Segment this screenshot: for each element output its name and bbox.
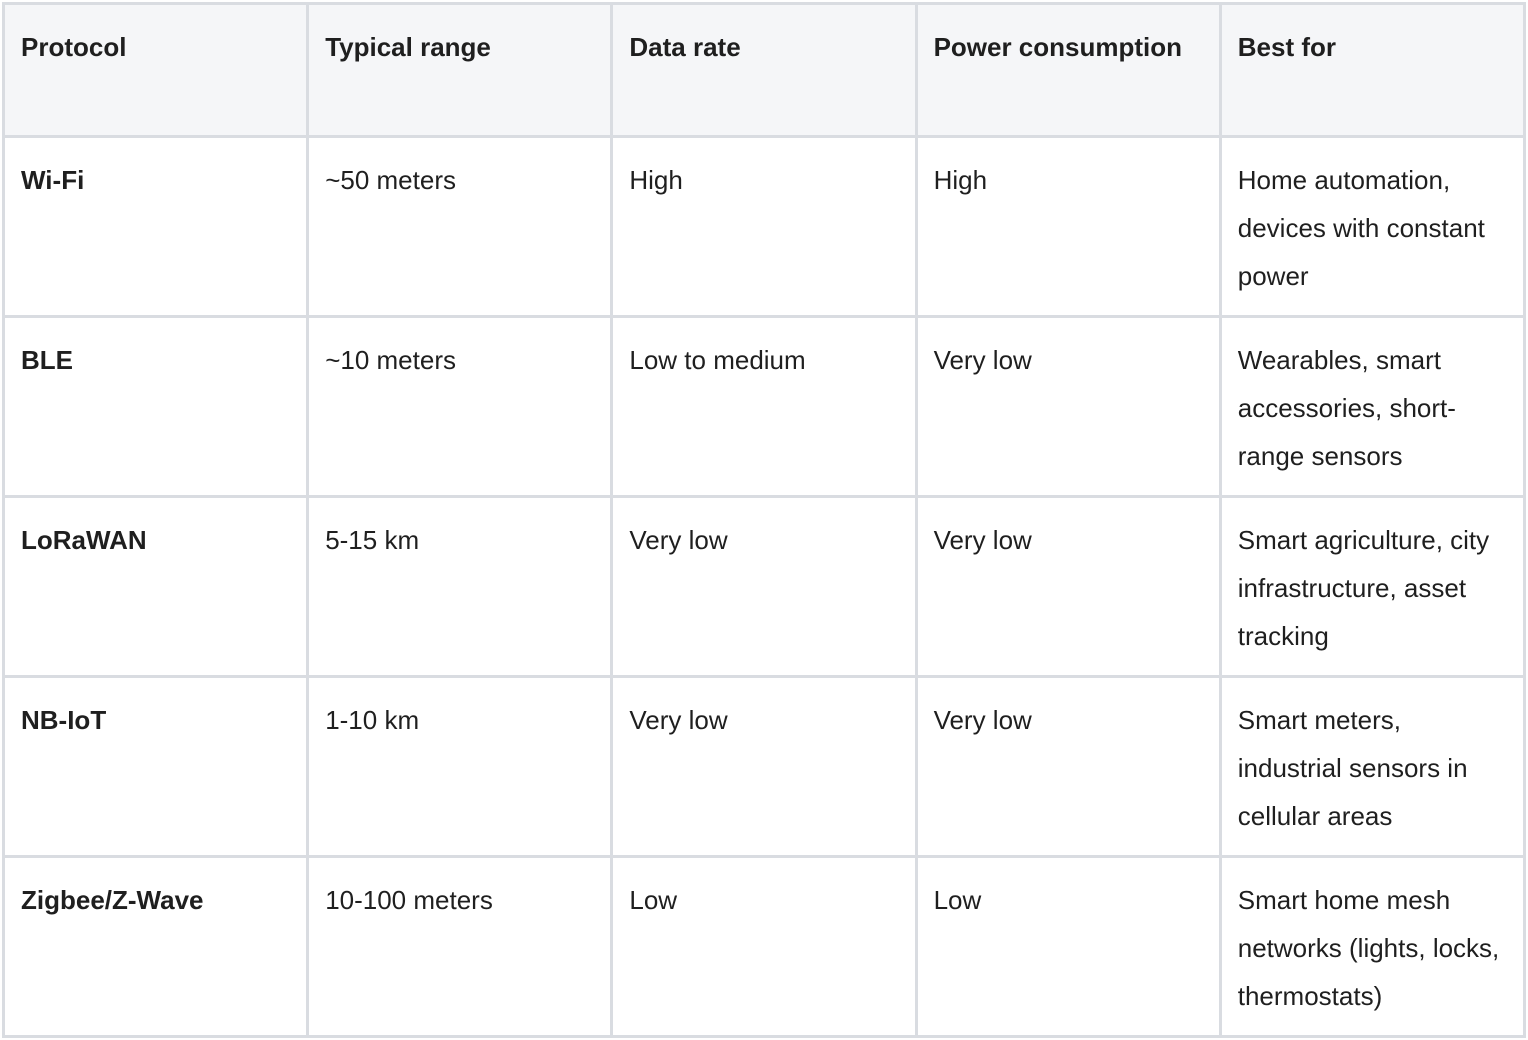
table-cell: 5-15 km (306, 495, 614, 678)
protocol-cell: Zigbee/Z-Wave (1, 855, 310, 1038)
table-cell: Very low (914, 495, 1222, 678)
table-cell: 10-100 meters (306, 855, 614, 1038)
header-cell: Typical range (306, 2, 614, 138)
table-cell: Smart agriculture, city infrastructure, … (1218, 495, 1527, 678)
table-cell: Home automation, devices with constant p… (1218, 135, 1527, 318)
table-cell: Low to medium (610, 315, 918, 498)
table-row: Wi-Fi ~50 meters High High Home automation, … (1, 135, 1527, 318)
table-cell: Very low (914, 675, 1222, 858)
table-cell: High (610, 135, 918, 318)
protocol-cell: NB-IoT (1, 675, 310, 858)
table-cell: High (914, 135, 1222, 318)
header-cell: Protocol (1, 2, 310, 138)
table-row: BLE ~10 meters Low to medium Very low Wearab… (1, 315, 1527, 498)
table-cell: ~10 meters (306, 315, 614, 498)
table-row: LoRaWAN 5-15 km Very low Very low Smart agri… (1, 495, 1527, 678)
header-cell: Best for (1218, 2, 1527, 138)
protocol-cell: BLE (1, 315, 310, 498)
table-cell: 1-10 km (306, 675, 614, 858)
table-body: Wi-Fi ~50 meters High High Home automation, … (1, 135, 1527, 1038)
table-cell: Very low (610, 675, 918, 858)
table-cell: Very low (610, 495, 918, 678)
header-cell: Data rate (610, 2, 918, 138)
table-cell: ~50 meters (306, 135, 614, 318)
table-cell: Low (914, 855, 1222, 1038)
table-cell: Smart home mesh networks (lights, locks,… (1218, 855, 1527, 1038)
protocol-cell: LoRaWAN (1, 495, 310, 678)
table-cell: Low (610, 855, 918, 1038)
table-cell: Wearables, smart accessories, short-rang… (1218, 315, 1527, 498)
table-header: Protocol Typical range Data rate Power cons… (1, 2, 1527, 138)
header-row: Protocol Typical range Data rate Power cons… (1, 2, 1527, 138)
table-cell: Smart meters, industrial sensors in cell… (1218, 675, 1527, 858)
table-row: Zigbee/Z-Wave 10-100 meters Low Low Smart ho… (1, 855, 1527, 1038)
protocol-cell: Wi-Fi (1, 135, 310, 318)
table-cell: Very low (914, 315, 1222, 498)
header-cell: Power consumption (914, 2, 1222, 138)
table-row: NB-IoT 1-10 km Very low Very low Smart meter… (1, 675, 1527, 858)
